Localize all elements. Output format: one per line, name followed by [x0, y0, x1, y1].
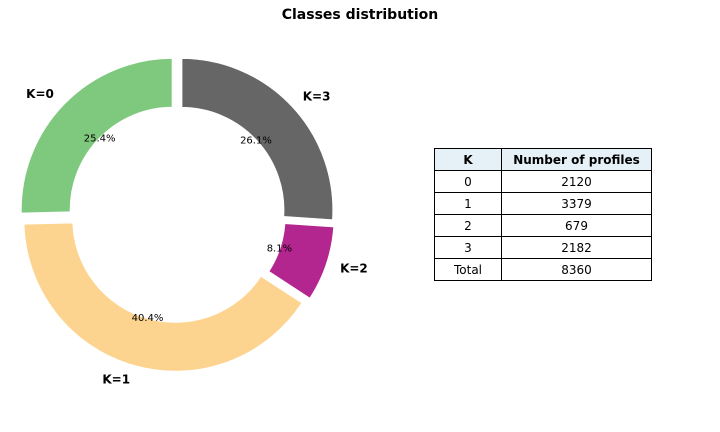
slice-percentage: 25.4% — [84, 134, 116, 145]
slice-percentage: 8.1% — [267, 243, 292, 254]
cell-profiles: 8360 — [501, 258, 652, 281]
column-header-profiles: Number of profiles — [501, 148, 652, 171]
donut-slice-k1 — [22, 221, 305, 373]
cell-profiles: 2182 — [501, 236, 652, 259]
table-row: 3 2182 — [434, 236, 652, 259]
cell-k: 3 — [434, 236, 502, 259]
table-row-total: Total 8360 — [434, 258, 652, 281]
donut-slice-k3 — [180, 56, 335, 222]
cell-k: 1 — [434, 192, 502, 215]
slice-percentage: 40.4% — [132, 313, 164, 324]
slice-label: K=3 — [303, 90, 331, 104]
slice-percentage: 26.1% — [240, 135, 272, 146]
cell-profiles: 2120 — [501, 170, 652, 193]
slice-label: K=2 — [340, 262, 368, 276]
cell-profiles: 3379 — [501, 192, 652, 215]
column-header-k: K — [434, 148, 502, 171]
table-header-row: K Number of profiles — [434, 148, 652, 171]
donut-slice-k2 — [266, 221, 336, 301]
slice-label: K=0 — [26, 87, 54, 101]
slice-label: K=1 — [102, 372, 130, 386]
table-row: 0 2120 — [434, 170, 652, 193]
cell-k: 0 — [434, 170, 502, 193]
profiles-table: K Number of profiles 0 2120 1 3379 2 679… — [434, 148, 652, 281]
cell-k: Total — [434, 258, 502, 281]
cell-k: 2 — [434, 214, 502, 237]
chart-title: Classes distribution — [281, 7, 439, 23]
table-row: 2 679 — [434, 214, 652, 237]
table-row: 1 3379 — [434, 192, 652, 215]
donut-slice-k0 — [19, 56, 174, 215]
cell-profiles: 679 — [501, 214, 652, 237]
